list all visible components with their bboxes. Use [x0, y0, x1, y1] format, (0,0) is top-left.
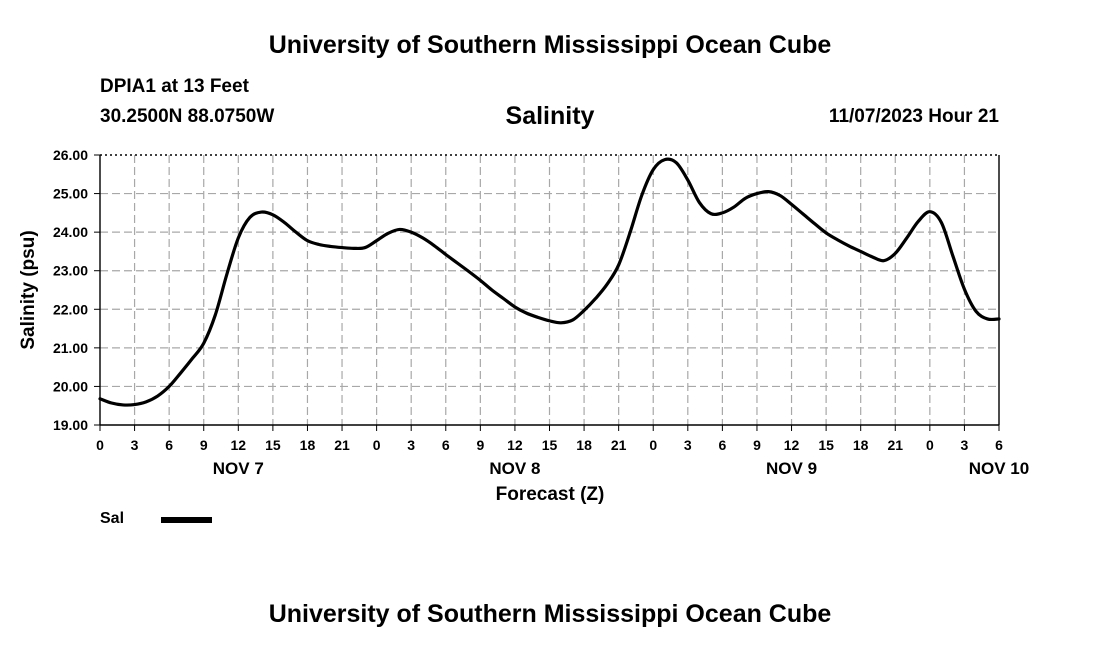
x-tick-label: 0 [96, 437, 104, 453]
x-tick-label: 3 [684, 437, 692, 453]
station-label: DPIA1 at 13 Feet [100, 76, 249, 97]
legend-swatch [161, 517, 212, 523]
x-tick-label: 12 [507, 437, 523, 453]
x-tick-label: 9 [200, 437, 208, 453]
footer-title: University of Southern Mississippi Ocean… [268, 600, 832, 628]
series-layer [98, 157, 1001, 407]
x-tick-label: 6 [442, 437, 450, 453]
y-axis-label: Salinity (psu) [18, 230, 39, 349]
axes-layer [94, 154, 1000, 431]
x-tick-label: 21 [334, 437, 350, 453]
variable-title: Salinity [505, 102, 595, 130]
x-tick-label: 9 [476, 437, 484, 453]
x-tick-label: 6 [995, 437, 1003, 453]
y-tick-label: 26.00 [53, 147, 88, 163]
x-tick-label: 15 [542, 437, 558, 453]
x-tick-label: 12 [231, 437, 247, 453]
x-tick-label: 21 [887, 437, 903, 453]
series-line-salinity [98, 157, 1001, 407]
y-tick-label: 21.00 [53, 340, 88, 356]
y-tick-label: 20.00 [53, 378, 88, 394]
grid-layer [100, 155, 999, 425]
day-label: NOV 10 [969, 459, 1029, 478]
y-tick-label: 24.00 [53, 224, 88, 240]
x-tick-label: 0 [926, 437, 934, 453]
coordinates-label: 30.2500N 88.0750W [100, 106, 275, 127]
x-tick-label: 12 [784, 437, 800, 453]
x-tick-label: 0 [649, 437, 657, 453]
y-tick-label: 25.00 [53, 186, 88, 202]
label-layer: 0 3 6 9 12 15 18 21 0 3 6 9 12 15 18 21 0 3 6 9 12 15 18 21 0 3 6 1… [18, 147, 1029, 505]
y-tick-label: 22.00 [53, 301, 88, 317]
datetime-label: 11/07/2023 Hour 21 [828, 106, 999, 127]
x-tick-label: 21 [611, 437, 627, 453]
chart-title: University of Southern Mississippi Ocean… [268, 31, 832, 59]
x-tick-label: 15 [265, 437, 281, 453]
x-tick-label: 6 [165, 437, 173, 453]
y-tick-label: 23.00 [53, 263, 88, 279]
x-tick-label: 15 [818, 437, 834, 453]
x-tick-label: 3 [131, 437, 139, 453]
x-tick-label: 3 [407, 437, 415, 453]
x-tick-label: 18 [853, 437, 869, 453]
x-axis-label: Forecast (Z) [496, 484, 605, 505]
x-tick-label: 6 [718, 437, 726, 453]
day-label: NOV 7 [213, 459, 264, 478]
legend-label: Sal [100, 510, 125, 527]
y-tick-label: 19.00 [53, 417, 88, 433]
x-tick-label: 18 [576, 437, 592, 453]
x-tick-label: 3 [961, 437, 969, 453]
x-tick-label: 18 [300, 437, 316, 453]
x-tick-label: 0 [373, 437, 381, 453]
day-label: NOV 9 [766, 459, 817, 478]
day-label: NOV 8 [489, 459, 540, 478]
x-tick-label: 9 [753, 437, 761, 453]
